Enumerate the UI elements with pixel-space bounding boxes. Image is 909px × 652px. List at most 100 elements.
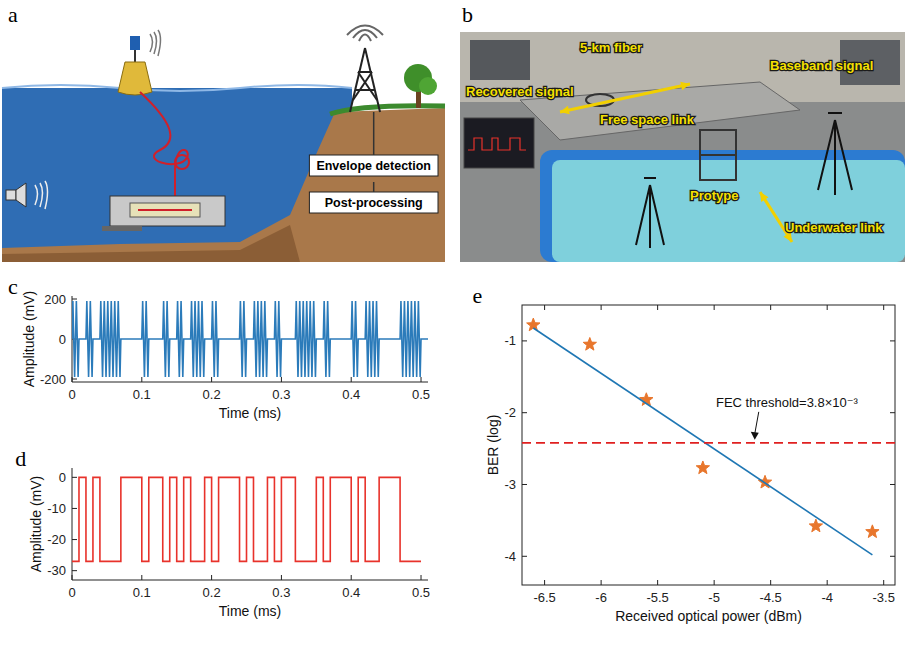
instruments xyxy=(470,40,530,80)
line xyxy=(522,442,895,444)
y-tick-label: -200 xyxy=(40,372,66,387)
chart-e: -6.5-6-5.5-5-4.5-4-3.5-4-3-2-1Received o… xyxy=(485,305,895,624)
x-tick xyxy=(141,377,142,382)
x-axis-title: Time (ms) xyxy=(219,603,281,619)
x-tick-label: 0.2 xyxy=(203,387,221,402)
x-tick xyxy=(883,580,884,585)
signal-arc xyxy=(353,30,377,38)
device-strip xyxy=(138,209,192,211)
y-tick xyxy=(890,340,895,341)
photo: Recovered signal5-km fiberFree space lin… xyxy=(460,32,905,262)
background xyxy=(460,32,905,262)
y-tick xyxy=(72,299,77,300)
x-tick xyxy=(714,580,715,585)
photo-label: Free space link xyxy=(600,112,695,127)
scope-trace xyxy=(468,138,526,150)
x-tick-label: -6 xyxy=(595,590,607,605)
signal-arc xyxy=(158,30,161,56)
speaker xyxy=(16,183,26,207)
x-tick xyxy=(211,377,212,382)
point xyxy=(696,461,709,474)
chart-c: 00.10.20.30.40.5-2000200Time (ms)Amplitu… xyxy=(21,291,430,421)
scope xyxy=(464,118,534,168)
y-tick-label: -3 xyxy=(504,477,516,492)
point xyxy=(583,337,596,350)
x-tick-label: 0.5 xyxy=(412,387,430,402)
y-tick xyxy=(72,570,77,571)
shape xyxy=(358,72,377,100)
x-tick xyxy=(544,580,545,585)
y-tick-label: 200 xyxy=(44,292,66,307)
x-axis-title: Time (ms) xyxy=(219,405,281,421)
x-tick-label: -6.5 xyxy=(533,590,555,605)
x-tick xyxy=(281,575,282,580)
underwater-arrow-head xyxy=(760,192,769,202)
wave xyxy=(2,85,352,91)
chart-d: 00.10.20.30.40.5-30-20-100Time (ms)Ampli… xyxy=(28,468,430,619)
tower xyxy=(350,48,380,112)
x-tick-label: 0.4 xyxy=(342,387,360,402)
x-tick-label: -3.5 xyxy=(872,590,894,605)
x-tick xyxy=(544,305,545,310)
x-tick-label: 0.3 xyxy=(272,387,290,402)
signal-arc xyxy=(154,32,157,54)
y-tick xyxy=(72,379,77,380)
point xyxy=(866,525,879,538)
shape xyxy=(355,89,375,91)
x-axis-title: Received optical power (dBm) xyxy=(615,608,802,624)
x-axis xyxy=(72,382,428,383)
y-axis-title: BER (log) xyxy=(485,415,501,476)
x-tick xyxy=(421,575,422,580)
x-tick xyxy=(714,305,715,310)
x-tick xyxy=(827,305,828,310)
device-board xyxy=(130,203,200,217)
pool-rim xyxy=(540,150,905,262)
land xyxy=(2,108,445,262)
connector xyxy=(373,112,375,155)
box-label: Post-processing xyxy=(325,196,423,210)
signal-arc xyxy=(359,35,371,42)
y-tick-label: -1 xyxy=(504,333,516,348)
y-axis-title: Amplitude (mV) xyxy=(21,291,37,387)
x-tick-label: -5.5 xyxy=(646,590,668,605)
x-axis xyxy=(72,580,428,581)
x-tick xyxy=(421,377,422,382)
x-tick xyxy=(770,305,771,310)
plot-area xyxy=(72,301,428,377)
shape xyxy=(353,72,372,100)
x-tick xyxy=(351,575,352,580)
x-tick-label: -4 xyxy=(821,590,833,605)
shape xyxy=(700,130,736,180)
x-tick-label: -5 xyxy=(708,590,720,605)
connector xyxy=(373,182,375,192)
x-tick-label: 0.5 xyxy=(412,585,430,600)
x-tick-label: 0.1 xyxy=(133,585,151,600)
fiber-loop xyxy=(175,155,189,169)
shape xyxy=(700,154,736,156)
x-tick xyxy=(72,575,73,580)
sound-arc xyxy=(40,183,43,207)
y-tick xyxy=(890,412,895,413)
y-tick xyxy=(522,484,527,485)
device xyxy=(110,196,225,226)
y-tick xyxy=(890,484,895,485)
y-tick xyxy=(72,539,77,540)
photo-label: Recovered signal xyxy=(466,84,574,99)
box xyxy=(309,192,438,213)
panel-label: e xyxy=(472,283,482,308)
y-tick xyxy=(890,556,895,557)
diagram: Envelope detectionPost-processing xyxy=(2,26,445,263)
line xyxy=(72,477,421,561)
photo-label: Underwater link xyxy=(785,220,883,235)
x-tick-label: 0.4 xyxy=(342,585,360,600)
device-stand xyxy=(102,226,142,231)
annotation: FEC threshold=3.8×10⁻³ xyxy=(716,395,859,410)
buoy xyxy=(118,62,152,95)
x-tick xyxy=(141,575,142,580)
plot-area xyxy=(522,318,895,555)
fiber xyxy=(140,92,188,196)
panel-label: b xyxy=(462,2,473,27)
line xyxy=(533,328,872,555)
y-tick-label: -20 xyxy=(47,532,66,547)
y-tick xyxy=(72,477,77,478)
